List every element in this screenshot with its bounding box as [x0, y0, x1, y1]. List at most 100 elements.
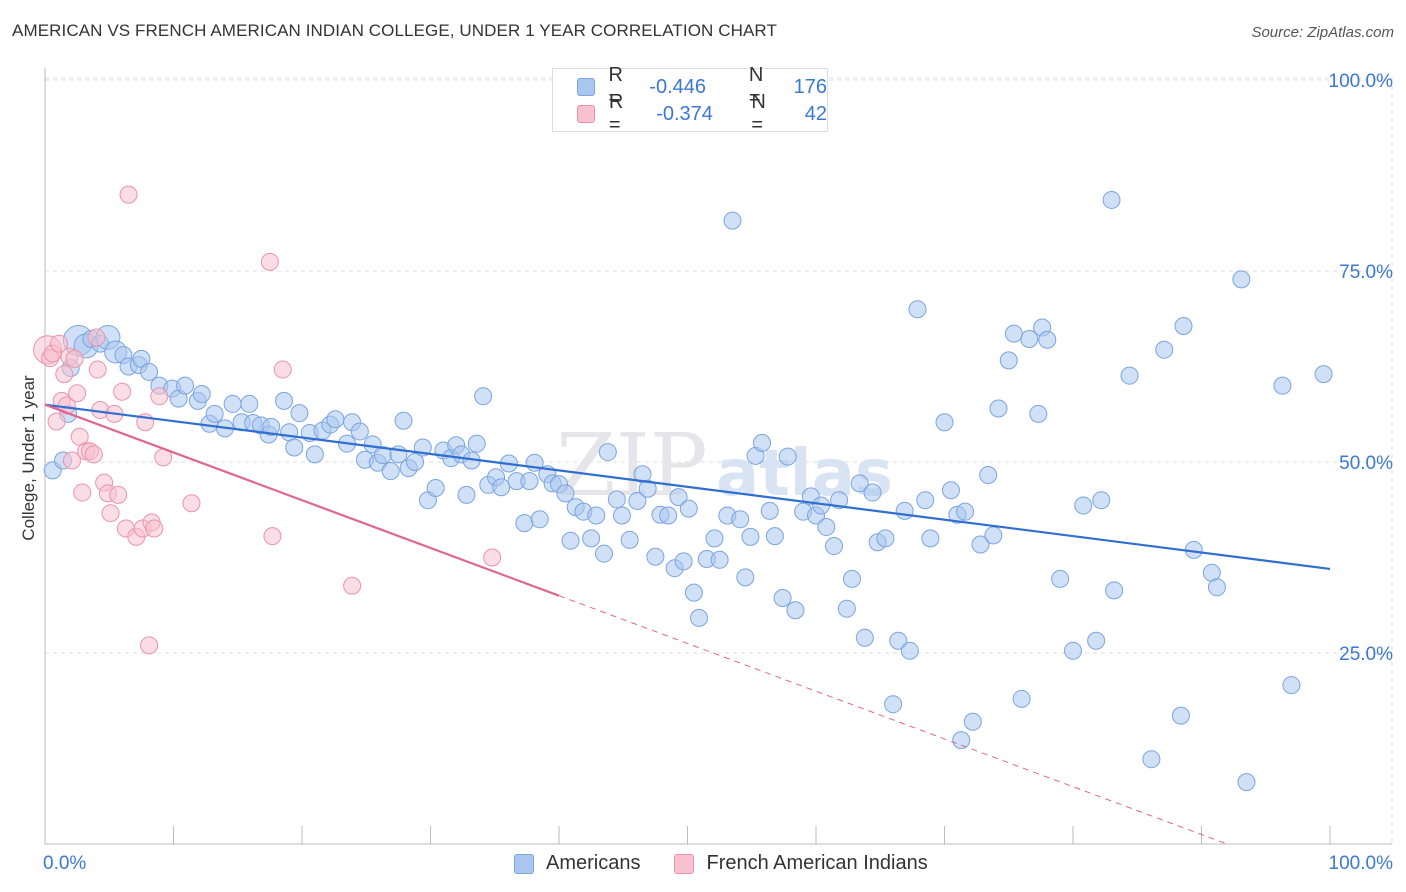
american-point	[684, 583, 703, 602]
american-point	[830, 491, 849, 510]
american-point	[1102, 190, 1121, 209]
french-point	[88, 360, 107, 379]
axes	[44, 68, 1392, 845]
american-point	[741, 527, 760, 546]
american-point	[582, 529, 601, 548]
american-point	[394, 411, 413, 430]
american-point	[1171, 706, 1190, 725]
american-point	[406, 453, 425, 471]
legend-row-french: R = -0.374 N = 42	[577, 91, 827, 136]
y-tick-label: 25.0%	[1339, 644, 1393, 665]
american-point	[1232, 270, 1251, 289]
x-tick-label: 100.0%	[1329, 853, 1394, 874]
american-point	[765, 527, 784, 546]
legend-r-value: -0.374	[656, 102, 713, 125]
american-point	[1273, 376, 1292, 395]
americans-label: Americans	[546, 852, 641, 874]
americans-swatch	[514, 853, 534, 874]
american-point	[176, 376, 195, 395]
french-point	[260, 252, 279, 271]
american-point	[876, 529, 895, 548]
american-point	[941, 481, 960, 500]
american-point	[984, 526, 1003, 545]
bottom-legend: Americans French American Indians	[514, 852, 962, 875]
american-point	[275, 391, 294, 410]
american-point	[916, 491, 935, 510]
x-tick-label: 0.0%	[43, 853, 86, 874]
american-point	[598, 443, 617, 462]
american-point	[850, 474, 869, 493]
american-point	[855, 628, 874, 647]
american-point	[628, 491, 647, 510]
french-point	[113, 382, 132, 401]
american-point	[646, 547, 665, 566]
y-axis-label: College, Under 1 year	[19, 375, 38, 541]
american-point	[900, 641, 919, 660]
american-point	[817, 517, 836, 536]
american-point	[710, 550, 729, 569]
french-point	[263, 527, 282, 546]
american-point	[223, 394, 242, 413]
american-point	[638, 479, 657, 498]
american-point	[753, 433, 772, 452]
american-point	[895, 501, 914, 520]
american-point	[908, 300, 927, 319]
american-point	[1029, 404, 1048, 423]
legend-r-label: R =	[608, 64, 623, 109]
bottom-legend-french: French American Indians	[674, 852, 928, 875]
american-point	[520, 472, 539, 491]
american-trend-line	[44, 403, 1331, 571]
american-point	[760, 501, 779, 520]
legend-n-value: 176	[793, 75, 827, 98]
french-point	[101, 504, 120, 523]
american-point	[863, 483, 882, 502]
french-point	[109, 485, 128, 504]
legend-n-label: N =	[748, 64, 764, 109]
american-point	[1012, 689, 1031, 708]
american-point	[773, 588, 792, 607]
french-trend-line	[44, 403, 560, 597]
american-point	[1282, 676, 1301, 695]
french-point	[150, 387, 169, 406]
american-point	[556, 484, 575, 503]
american-point	[305, 445, 324, 464]
american-point	[935, 413, 954, 432]
french-point	[68, 384, 87, 403]
french-point	[62, 451, 81, 470]
american-point	[723, 211, 742, 230]
french-point	[65, 349, 84, 368]
american-point	[999, 351, 1018, 370]
french-point	[145, 519, 164, 538]
french-point	[73, 483, 92, 502]
american-point	[1092, 491, 1111, 510]
american-point	[457, 485, 476, 504]
legend-n-label: N =	[751, 91, 766, 136]
legend-row-americans: R = -0.446 N = 176	[577, 64, 827, 109]
french-swatch	[674, 853, 695, 874]
american-point	[290, 404, 309, 423]
y-tick-label: 100.0%	[1329, 71, 1394, 92]
french-point	[273, 360, 292, 379]
american-point	[824, 537, 843, 556]
americans-swatch	[577, 78, 595, 96]
american-point	[1020, 329, 1039, 348]
american-point	[1142, 750, 1161, 769]
american-point	[280, 423, 299, 442]
american-point	[956, 502, 975, 521]
american-point	[474, 387, 493, 406]
american-point	[731, 510, 750, 529]
french-point	[55, 365, 74, 384]
french-point	[343, 576, 362, 595]
american-point	[1105, 581, 1124, 600]
american-point	[1087, 631, 1106, 650]
american-point	[837, 599, 856, 618]
french-swatch	[577, 105, 595, 123]
american-point	[240, 394, 259, 413]
french-point	[87, 328, 106, 347]
american-point	[1038, 330, 1057, 349]
american-point	[587, 506, 606, 525]
french-point	[119, 185, 138, 204]
american-point	[1004, 324, 1023, 343]
american-point	[884, 695, 903, 714]
